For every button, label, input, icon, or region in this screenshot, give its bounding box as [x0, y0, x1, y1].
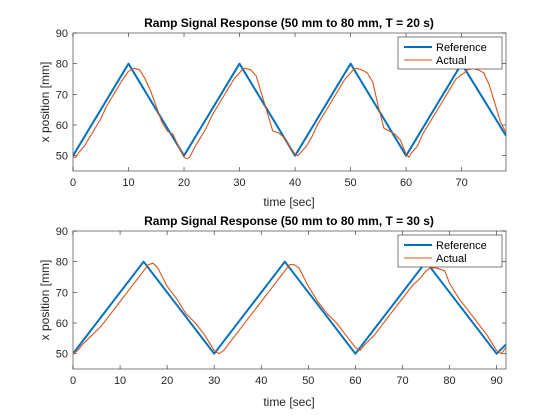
- subplot-bottom-ytick-label: 90: [56, 226, 68, 238]
- subplot-bottom-xtick-label: 20: [161, 375, 173, 387]
- subplot-bottom-ytick-label: 50: [56, 349, 68, 361]
- subplot-top-xtick-label: 70: [455, 177, 467, 189]
- subplot-top-xtick-label: 60: [400, 177, 412, 189]
- subplot-bottom-ylabel: x position [mm]: [38, 260, 52, 341]
- subplot-top-ylabel: x position [mm]: [38, 62, 52, 143]
- subplot-bottom-xtick-label: 40: [255, 375, 267, 387]
- subplot-top-xtick-label: 50: [344, 177, 356, 189]
- subplot-bottom-legend-label-reference: Reference: [436, 240, 487, 252]
- subplot-top-ytick-label: 90: [56, 28, 68, 40]
- subplot-bottom-xtick-label: 50: [302, 375, 314, 387]
- subplot-top-legend-box: [397, 36, 503, 70]
- subplot-top-ytick-label: 60: [56, 120, 68, 132]
- subplot-top-xtick-label: 10: [122, 177, 134, 189]
- subplot-bottom: Ramp Signal Response (50 mm to 80 mm, T …: [38, 214, 507, 409]
- subplot-bottom-legend-label-actual: Actual: [436, 253, 467, 265]
- subplot-bottom-ytick-label: 70: [56, 287, 68, 299]
- subplot-bottom-title: Ramp Signal Response (50 mm to 80 mm, T …: [144, 214, 434, 228]
- subplot-bottom-xtick-label: 60: [349, 375, 361, 387]
- subplot-bottom-xtick-label: 10: [114, 375, 126, 387]
- subplot-bottom-xlabel: time [sec]: [263, 395, 314, 409]
- subplot-bottom-xtick-label: 70: [396, 375, 408, 387]
- subplot-bottom-xtick-label: 30: [208, 375, 220, 387]
- subplot-bottom-series-actual-line: [73, 262, 506, 355]
- subplot-bottom-xtick-label: 0: [70, 375, 76, 387]
- subplot-top-ytick-label: 50: [56, 151, 68, 163]
- subplot-top-legend-label-actual: Actual: [436, 55, 467, 67]
- subplot-bottom-ytick-label: 80: [56, 257, 68, 269]
- subplot-bottom-ytick-label: 60: [56, 318, 68, 330]
- subplot-bottom-xtick-label: 80: [443, 375, 455, 387]
- subplot-top-legend-label-reference: Reference: [436, 42, 487, 54]
- subplot-top-xtick-label: 0: [70, 177, 76, 189]
- subplot-top-title: Ramp Signal Response (50 mm to 80 mm, T …: [144, 16, 434, 30]
- subplot-top-xtick-label: 20: [178, 177, 190, 189]
- subplot-top-xtick-label: 30: [233, 177, 245, 189]
- subplot-top-xtick-label: 40: [289, 177, 301, 189]
- subplot-top-series-actual-line: [73, 67, 506, 160]
- subplot-top-series-reference-line: [73, 62, 506, 157]
- subplot-top-xlabel: time [sec]: [263, 195, 314, 209]
- subplot-top-ytick-label: 70: [56, 89, 68, 101]
- subplot-top-ytick-label: 80: [56, 59, 68, 71]
- subplot-bottom-xtick-label: 90: [490, 375, 502, 387]
- subplot-bottom-legend-box: [397, 234, 503, 268]
- subplot-bottom-series-reference-line: [73, 260, 506, 355]
- subplot-top: Ramp Signal Response (50 mm to 80 mm, T …: [38, 16, 507, 209]
